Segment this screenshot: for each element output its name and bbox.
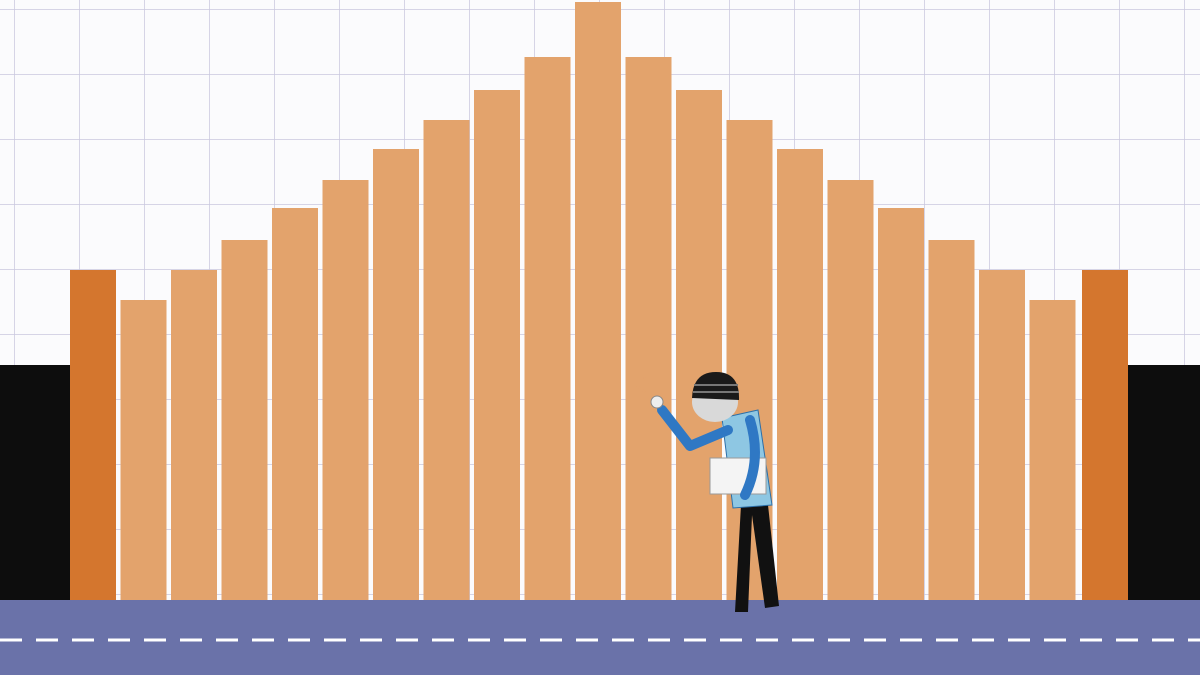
bar: [272, 208, 318, 600]
bar: [1082, 270, 1128, 600]
bar: [979, 270, 1025, 600]
arm: [657, 405, 733, 451]
person: [633, 372, 779, 612]
bar: [221, 240, 268, 600]
bar: [171, 270, 217, 600]
bar: [474, 90, 520, 600]
bar: [928, 240, 975, 600]
bar: [423, 120, 470, 600]
arm: [740, 415, 760, 500]
bar: [373, 149, 419, 600]
bar: [120, 300, 167, 600]
bar: [70, 270, 116, 600]
bar: [827, 180, 874, 600]
bar: [575, 2, 621, 600]
bar: [676, 90, 722, 600]
bar: [1029, 300, 1076, 600]
dark-panel: [0, 365, 72, 600]
road: [0, 600, 1200, 675]
bar: [322, 180, 369, 600]
bar: [777, 149, 823, 600]
bar: [524, 57, 571, 600]
hat-stripes: [693, 384, 739, 393]
bar: [625, 57, 672, 600]
knock-lines: [633, 376, 649, 401]
dark-panel: [1128, 365, 1200, 600]
legs: [735, 505, 779, 612]
hand: [650, 395, 664, 409]
bar: [878, 208, 924, 600]
